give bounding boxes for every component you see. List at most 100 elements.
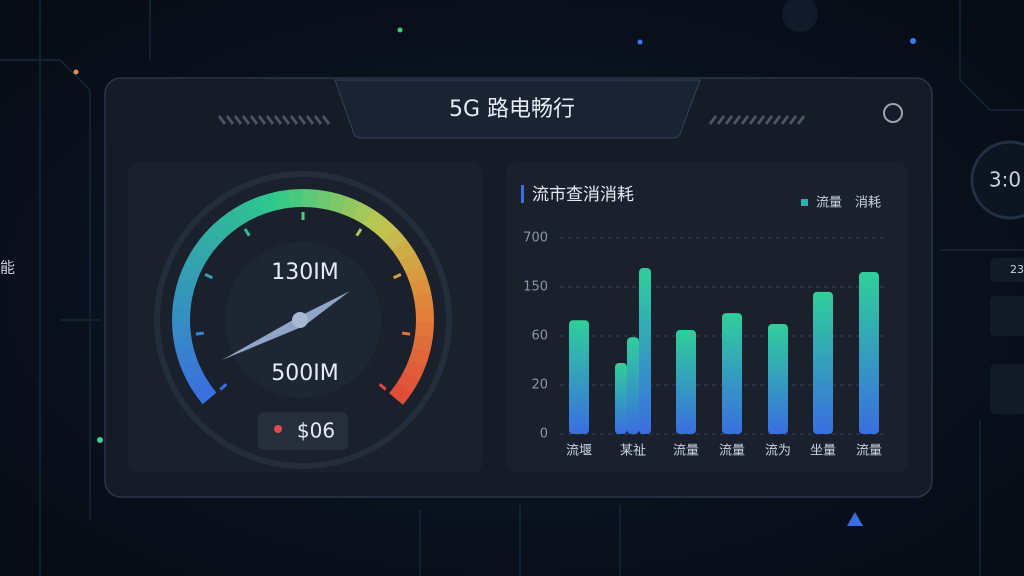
needle-pivot <box>292 312 308 328</box>
badge-text: $06 <box>297 419 335 443</box>
gauge-tick <box>401 331 411 336</box>
gauge-bottom-reading: 500IM <box>271 361 338 386</box>
clock-text: 3:0 <box>989 168 1021 192</box>
gauge-tick <box>195 331 205 336</box>
arc-segment <box>408 347 431 367</box>
gauge-tick <box>243 228 251 237</box>
arc-segment <box>389 382 413 405</box>
bar-plot: 0 20 60 150 700 流堰 某祉 流量 流量 流为 坐量 流量 <box>523 231 888 459</box>
arc-segment <box>180 358 203 380</box>
arc-segment <box>374 218 397 242</box>
arc-segment <box>191 238 215 262</box>
triangle-icon <box>847 512 863 526</box>
arc-segment <box>315 189 334 211</box>
gauge-rim <box>154 171 452 469</box>
x-tick-label: 某祉 <box>620 444 646 459</box>
light-dot <box>97 437 103 443</box>
arc-segment <box>399 251 423 273</box>
arc-segment <box>178 263 201 285</box>
light-dot <box>910 38 916 44</box>
pin-icon <box>274 425 282 433</box>
arc-segment <box>412 334 433 353</box>
bar <box>768 324 788 434</box>
gauge-needle <box>222 291 350 360</box>
bar <box>615 362 627 434</box>
legend-label: 流量 <box>816 196 842 211</box>
side-card <box>990 296 1024 336</box>
arc-segment <box>172 306 191 323</box>
arc-segment <box>413 292 434 310</box>
arc-segment <box>173 333 194 352</box>
arc-segment <box>185 370 209 393</box>
light-dot <box>397 27 403 33</box>
gauge-tick <box>219 383 228 391</box>
y-tick-label: 700 <box>523 231 548 246</box>
wifi-icon[interactable] <box>782 0 818 32</box>
title-accent <box>521 185 524 203</box>
arc-segment <box>352 202 375 226</box>
arc-segment <box>396 371 420 393</box>
badge <box>258 412 348 450</box>
light-dot <box>637 39 643 45</box>
gauge-arc <box>172 189 434 405</box>
arc-segment <box>328 192 348 214</box>
x-tick-label: 流量 <box>673 444 699 459</box>
arc-segment <box>405 264 428 285</box>
arc-segment <box>340 196 362 219</box>
refresh-button[interactable] <box>883 103 903 123</box>
arc-segment <box>259 192 279 214</box>
side-stat: 23 <box>1010 263 1024 276</box>
arc-segment <box>174 277 197 297</box>
arc-segment <box>302 189 319 208</box>
y-tick-label: 0 <box>540 427 548 442</box>
chart-title: 流市查消消耗 <box>532 185 634 205</box>
arc-segment <box>220 209 243 233</box>
gauge-tick <box>392 272 402 280</box>
y-tick-label: 20 <box>531 378 548 393</box>
header-tab <box>334 79 701 139</box>
x-tick-label: 坐量 <box>810 444 836 459</box>
arc-segment <box>391 239 416 262</box>
x-tick-label: 流为 <box>765 444 791 459</box>
bar <box>627 337 639 434</box>
gauge-tick <box>378 383 387 391</box>
bar <box>722 313 742 434</box>
arc-segment <box>383 228 407 252</box>
arc-segment <box>288 189 304 208</box>
arc-segment <box>245 196 266 219</box>
arc-segment <box>199 227 223 251</box>
arc-segment <box>410 278 432 298</box>
legend-swatch <box>801 199 808 206</box>
y-tick-label: 60 <box>531 329 548 344</box>
bar <box>569 320 589 434</box>
bar <box>813 291 833 434</box>
arc-segment <box>363 209 387 233</box>
x-tick-label: 流量 <box>719 444 745 459</box>
bar <box>676 330 696 434</box>
bar <box>639 268 651 434</box>
arc-segment <box>414 321 434 338</box>
y-tick-label: 150 <box>523 280 548 295</box>
gauge-top-reading: 130IM <box>271 260 338 285</box>
side-card <box>990 258 1024 282</box>
arc-segment <box>184 250 208 273</box>
side-card <box>990 364 1024 414</box>
arc-segment <box>232 201 255 225</box>
arc-segment <box>172 292 193 310</box>
gauge-tick <box>355 228 363 237</box>
arc-segment <box>209 217 233 241</box>
bar <box>859 272 879 434</box>
header-title: 5G 路电畅行 <box>449 97 575 122</box>
arc-segment <box>415 307 434 324</box>
arc-segment <box>172 321 191 338</box>
side-text: 能 <box>0 259 15 277</box>
x-tick-label: 流堰 <box>566 444 592 459</box>
arc-segment <box>273 189 291 210</box>
arc-segment <box>175 346 198 366</box>
legend-label: 消耗 <box>855 196 881 211</box>
header-stripes <box>217 115 806 125</box>
chart-card <box>506 163 908 472</box>
